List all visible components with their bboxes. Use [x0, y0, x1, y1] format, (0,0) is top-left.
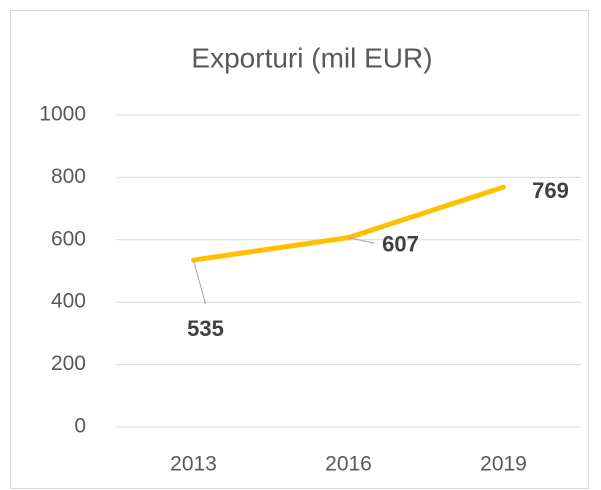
x-tick-label: 2016 [325, 453, 372, 476]
data-label: 607 [382, 231, 419, 256]
x-tick-label: 2013 [170, 453, 217, 476]
y-tick-label: 0 [74, 415, 86, 438]
chart-title: Exporturi (mil EUR) [191, 42, 432, 73]
chart-border [10, 10, 589, 489]
y-tick-label: 600 [51, 227, 86, 250]
y-tick-label: 400 [51, 290, 86, 313]
y-tick-label: 200 [51, 352, 86, 375]
leader-line [348, 237, 375, 244]
leader-line [193, 259, 206, 305]
y-tick-label: 1000 [39, 103, 86, 126]
x-tick-label: 2019 [480, 453, 527, 476]
y-tick-label: 800 [51, 165, 86, 188]
data-label: 535 [187, 316, 224, 341]
data-label: 769 [532, 178, 569, 203]
